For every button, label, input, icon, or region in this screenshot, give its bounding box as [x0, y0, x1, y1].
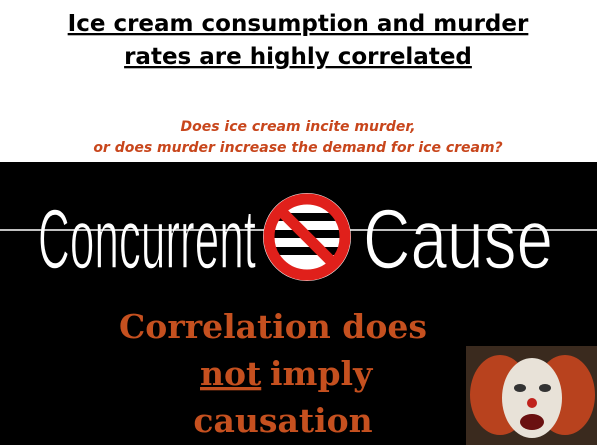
title-line: rates are highly correlated — [124, 44, 472, 70]
tagline-line: Correlation does — [119, 307, 427, 346]
no-sign — [263, 193, 351, 281]
clown-photo — [466, 346, 597, 445]
banner-right: Cause — [363, 192, 553, 286]
tagline-emphasis: not — [200, 354, 262, 393]
slide: Ice cream consumption and murder rates a… — [0, 0, 597, 445]
banner-left: Concurrent — [38, 192, 256, 286]
subtitle-line: or does murder increase the demand for i… — [93, 140, 502, 156]
subtitle-line: Does ice cream incite murder, — [180, 119, 415, 135]
title-line: Ice cream consumption and murder — [68, 11, 529, 37]
tagline-line: causation — [193, 401, 372, 440]
tagline-line: imply — [270, 354, 373, 393]
